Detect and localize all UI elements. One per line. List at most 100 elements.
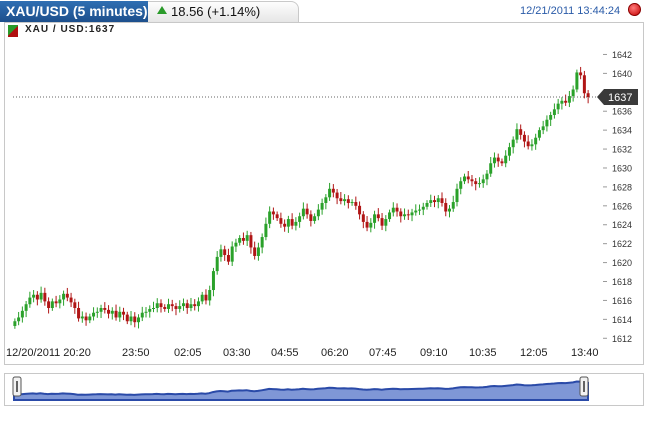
candle xyxy=(13,318,17,329)
candle xyxy=(264,217,268,241)
candle xyxy=(133,312,137,328)
candle xyxy=(309,210,313,227)
candle xyxy=(500,158,504,167)
candle xyxy=(507,142,511,161)
y-tick-label: 1640 xyxy=(612,69,632,79)
candle xyxy=(328,182,332,201)
timestamp: 12/21/2011 13:44:24 xyxy=(520,5,621,17)
symbol-label: XAU / USD:1637 xyxy=(25,24,116,35)
candle xyxy=(564,94,568,106)
x-tick-label: 04:55 xyxy=(271,347,299,359)
last-price-marker: 1637 xyxy=(597,89,638,106)
y-tick-label: 1622 xyxy=(612,239,632,249)
candle xyxy=(28,291,32,308)
candle xyxy=(522,131,526,148)
candle xyxy=(474,178,478,191)
candle xyxy=(39,286,43,303)
candle xyxy=(395,203,399,217)
candle xyxy=(125,311,129,325)
candle xyxy=(343,194,347,206)
price-change: 18.56 (+1.14%) xyxy=(171,4,261,19)
candle xyxy=(515,123,519,144)
candle xyxy=(253,241,257,260)
candle xyxy=(290,213,294,230)
y-tick-label: 1630 xyxy=(612,163,632,173)
candle xyxy=(530,139,534,151)
candle xyxy=(122,307,126,321)
candle xyxy=(380,213,384,231)
candle xyxy=(32,290,36,303)
candle xyxy=(50,298,54,311)
candle xyxy=(129,311,133,326)
candle xyxy=(196,297,200,312)
candle xyxy=(80,311,84,323)
navigator-panel[interactable] xyxy=(4,373,644,406)
candle xyxy=(313,213,317,224)
candle xyxy=(208,285,212,306)
candle xyxy=(114,304,118,321)
candle xyxy=(193,299,197,311)
y-tick-label: 1624 xyxy=(612,220,632,230)
x-axis: 12/20/2011 20:20 23:50 02:05 03:30 04:55 06:2… xyxy=(6,347,599,359)
candle xyxy=(137,314,141,329)
candle xyxy=(24,300,28,318)
candle xyxy=(331,184,335,198)
chart-frame xyxy=(4,22,644,365)
live-record-icon[interactable] xyxy=(628,3,641,16)
x-tick-label: 12/20/2011 20:20 xyxy=(6,347,91,359)
candle xyxy=(215,251,219,275)
candle xyxy=(178,300,182,313)
candles-group xyxy=(13,66,590,329)
candle xyxy=(545,115,549,132)
price-change-box: 18.56 (+1.14%) xyxy=(148,1,299,23)
candle xyxy=(54,295,58,308)
candle xyxy=(189,297,193,312)
candle xyxy=(185,299,189,314)
candle xyxy=(436,195,440,209)
last-price-tag-label: 1637 xyxy=(608,92,632,104)
candle xyxy=(283,219,287,232)
candle xyxy=(286,215,290,233)
candle xyxy=(103,302,107,314)
candle xyxy=(560,97,564,110)
candle xyxy=(414,204,418,216)
candle xyxy=(369,218,373,233)
candle xyxy=(433,195,437,208)
candle xyxy=(316,204,320,221)
candle xyxy=(406,209,410,221)
candle xyxy=(159,299,163,313)
candle xyxy=(230,241,234,266)
candle xyxy=(410,208,414,222)
x-tick-label: 13:40 xyxy=(571,347,599,359)
candle xyxy=(459,177,463,195)
y-tick-label: 1626 xyxy=(612,201,632,211)
candle xyxy=(579,66,583,80)
candle xyxy=(373,210,377,229)
title-bar: XAU/USD (5 minutes) 18.56 (+1.14%) 12/21… xyxy=(0,0,666,23)
y-tick-label: 1636 xyxy=(612,107,632,117)
candle xyxy=(73,298,77,314)
candle xyxy=(181,298,185,311)
candle xyxy=(462,173,466,185)
x-tick-label: 09:10 xyxy=(420,347,448,359)
candle xyxy=(174,302,178,316)
candle xyxy=(294,217,298,231)
x-tick-label: 10:35 xyxy=(469,347,497,359)
candle xyxy=(489,157,493,177)
x-tick-label: 03:30 xyxy=(223,347,251,359)
candle xyxy=(223,245,227,261)
candle xyxy=(47,297,51,314)
y-tick-label: 1628 xyxy=(612,182,632,192)
candle xyxy=(425,200,429,210)
symbol-icon xyxy=(8,25,18,37)
candle xyxy=(384,215,388,232)
candle xyxy=(166,298,170,313)
last-price-tag xyxy=(597,89,638,106)
y-tick-label: 1618 xyxy=(612,277,632,287)
candle xyxy=(170,299,174,312)
candle xyxy=(358,201,362,220)
candle xyxy=(65,287,69,302)
candle xyxy=(92,307,96,321)
x-tick-label: 12:05 xyxy=(520,347,548,359)
candle xyxy=(418,204,422,215)
